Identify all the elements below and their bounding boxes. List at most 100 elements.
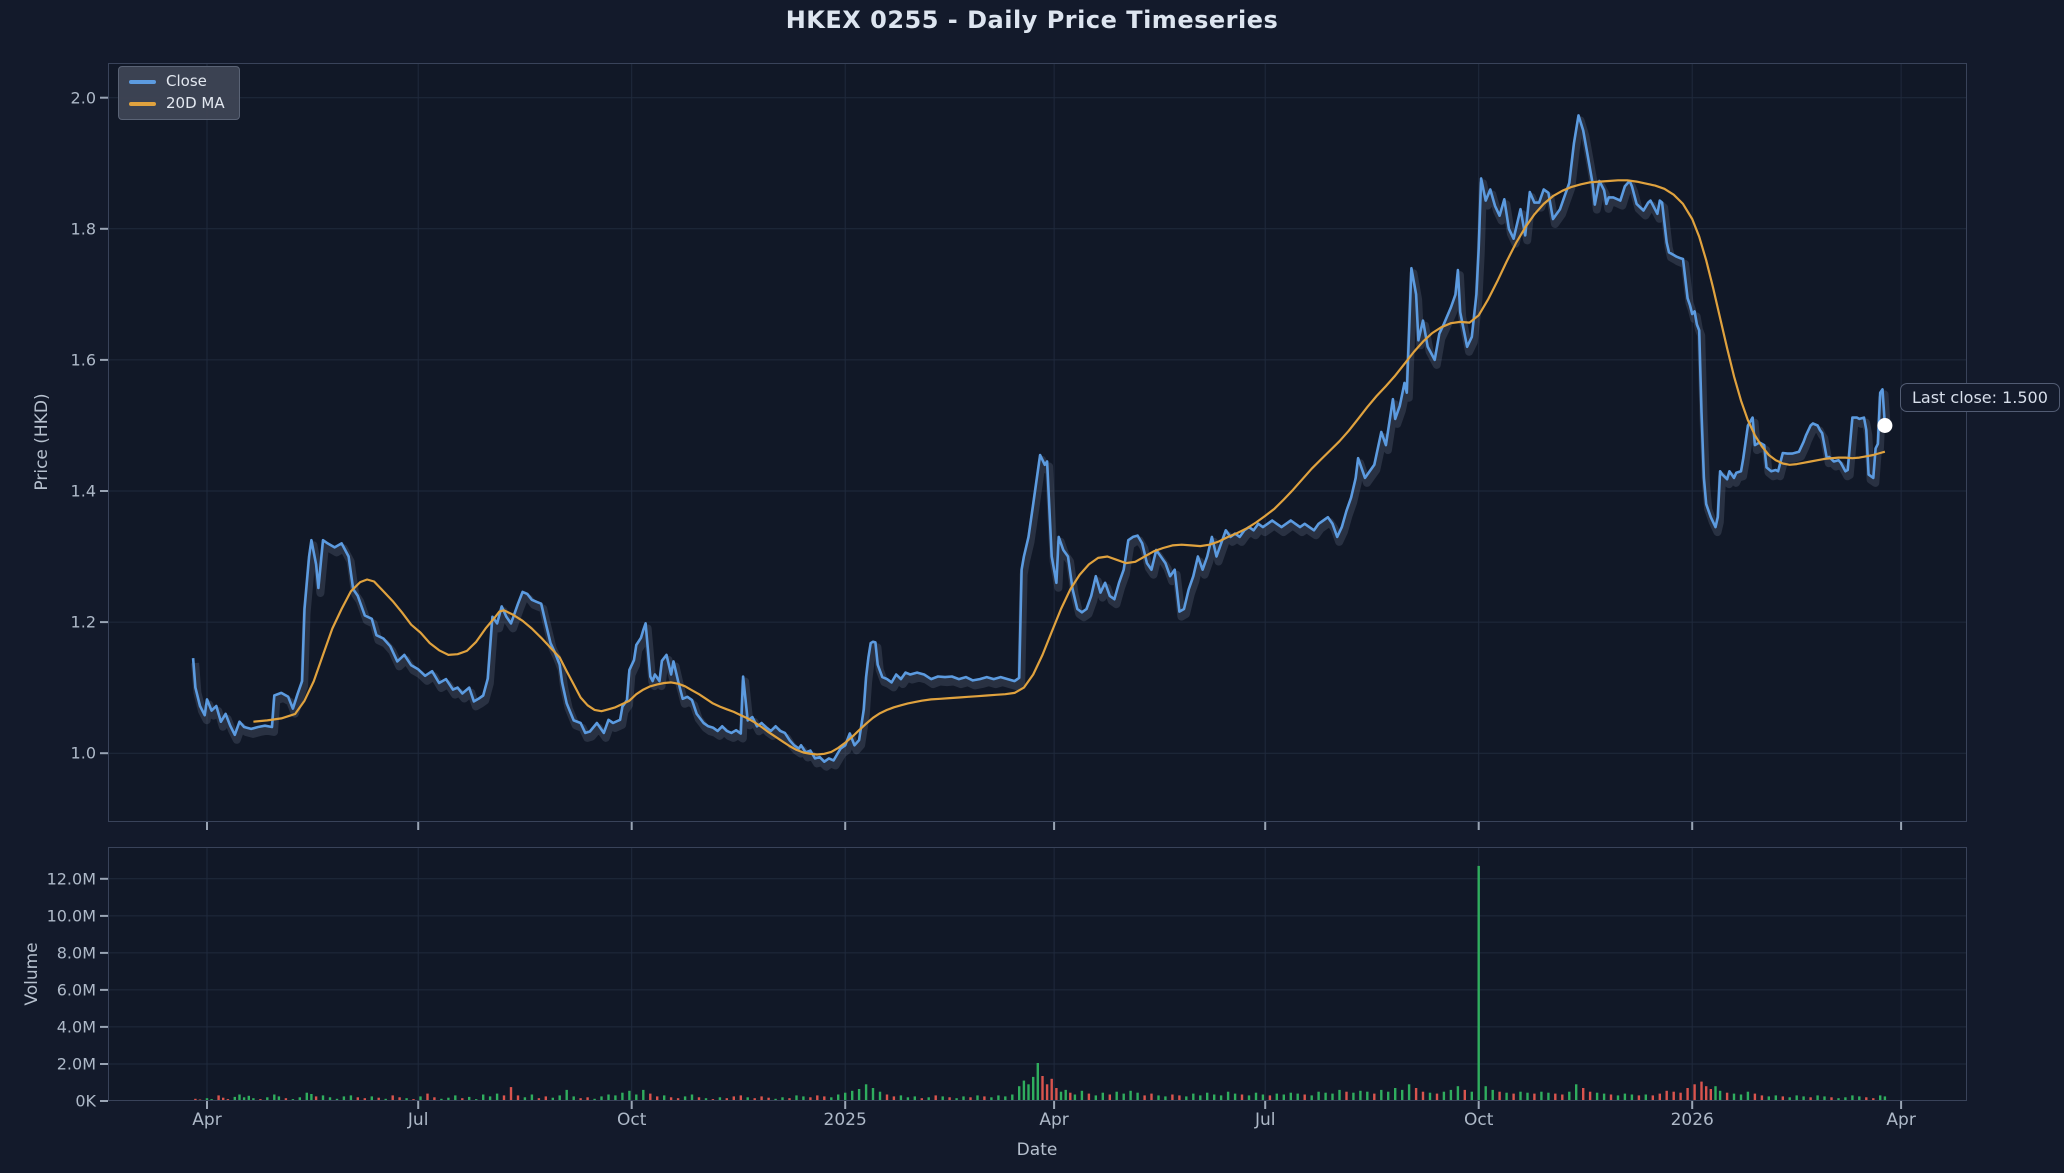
volume-bar bbox=[1122, 1093, 1125, 1101]
volume-bar bbox=[461, 1098, 464, 1101]
volume-bar bbox=[739, 1095, 742, 1101]
volume-bar bbox=[906, 1097, 910, 1101]
last-close-marker bbox=[1877, 418, 1893, 433]
volume-ytick-label: 6.0M bbox=[56, 980, 96, 1000]
volume-bar bbox=[1753, 1093, 1757, 1101]
price-ytick-label: 2.0 bbox=[70, 88, 96, 108]
volume-bar bbox=[363, 1098, 366, 1101]
volume-bar bbox=[305, 1092, 308, 1101]
volume-bar bbox=[1746, 1091, 1750, 1101]
close-line bbox=[191, 114, 1887, 763]
volume-bar bbox=[1767, 1096, 1770, 1101]
volume-bar bbox=[1491, 1089, 1494, 1101]
price-plot-frame bbox=[108, 63, 1967, 822]
volume-bar bbox=[310, 1094, 313, 1101]
volume-bar bbox=[1150, 1093, 1153, 1101]
volume-bar bbox=[222, 1097, 225, 1101]
volume-bar bbox=[1630, 1094, 1634, 1101]
volume-bar bbox=[1331, 1093, 1334, 1101]
volume-bar bbox=[600, 1096, 603, 1101]
volume-bar bbox=[1837, 1098, 1840, 1101]
volume-bar bbox=[579, 1098, 582, 1101]
volume-bar bbox=[941, 1096, 944, 1101]
volume-bar bbox=[277, 1096, 281, 1101]
volume-bar bbox=[252, 1098, 255, 1101]
volume-bar bbox=[1428, 1092, 1432, 1101]
volume-bar bbox=[586, 1097, 589, 1101]
volume-bar bbox=[314, 1096, 318, 1101]
volume-bar bbox=[1178, 1095, 1181, 1101]
price-ytick-label: 1.0 bbox=[70, 743, 96, 763]
volume-bar bbox=[482, 1094, 485, 1101]
volume-bar bbox=[284, 1098, 288, 1101]
volume-bar bbox=[746, 1097, 749, 1101]
volume-bar bbox=[1407, 1084, 1411, 1101]
volume-bar bbox=[1233, 1093, 1237, 1101]
volume-bar bbox=[1247, 1095, 1251, 1101]
volume-bar bbox=[530, 1094, 534, 1101]
price-chart-panel[interactable]: Close 20D MA bbox=[100, 63, 1967, 830]
volume-bar bbox=[1032, 1076, 1035, 1101]
volume-bar bbox=[844, 1092, 847, 1101]
volume-bar bbox=[864, 1084, 868, 1101]
volume-bar bbox=[663, 1095, 666, 1101]
volume-bar bbox=[1582, 1088, 1585, 1101]
legend-item-ma[interactable]: 20D MA bbox=[129, 96, 225, 111]
volume-bar bbox=[1732, 1093, 1736, 1101]
volume-bar bbox=[1282, 1094, 1285, 1101]
volume-bar bbox=[1018, 1086, 1021, 1101]
volume-bar bbox=[885, 1094, 889, 1101]
volume-bar bbox=[1303, 1094, 1306, 1101]
high-low-range-band bbox=[191, 116, 1891, 771]
volume-chart-canvas[interactable] bbox=[100, 847, 1967, 1109]
volume-bar bbox=[1512, 1093, 1515, 1101]
volume-bar bbox=[205, 1098, 209, 1101]
price-chart-canvas[interactable] bbox=[100, 63, 1967, 830]
volume-bar bbox=[247, 1095, 250, 1101]
volume-bar bbox=[572, 1096, 575, 1101]
volume-bar bbox=[697, 1097, 701, 1101]
volume-bar bbox=[1851, 1095, 1854, 1101]
volume-bar bbox=[1575, 1084, 1578, 1101]
volume-bar bbox=[1588, 1091, 1592, 1101]
close-line-swatch-icon bbox=[129, 79, 156, 84]
volume-bar bbox=[1456, 1086, 1460, 1101]
x-tick-label: Jul bbox=[407, 1110, 429, 1130]
volume-bar bbox=[1709, 1089, 1712, 1101]
volume-bar bbox=[1672, 1091, 1675, 1101]
volume-bar bbox=[509, 1087, 513, 1101]
volume-chart-panel[interactable] bbox=[100, 847, 1967, 1109]
volume-bar bbox=[242, 1097, 246, 1101]
volume-ytick-label: 4.0M bbox=[56, 1017, 96, 1037]
volume-bar bbox=[1774, 1095, 1777, 1101]
volume-bar bbox=[1011, 1094, 1014, 1101]
volume-bar bbox=[1547, 1092, 1550, 1101]
price-y-axis-label: Price (HKD) bbox=[32, 393, 52, 491]
legend-item-close[interactable]: Close bbox=[129, 74, 225, 89]
x-tick-label: 2025 bbox=[823, 1110, 867, 1130]
volume-bar bbox=[1004, 1096, 1007, 1101]
volume-bar bbox=[1609, 1094, 1613, 1101]
volume-bar bbox=[1760, 1095, 1764, 1101]
volume-bar bbox=[551, 1097, 554, 1101]
volume-bar bbox=[1658, 1093, 1661, 1101]
volume-bar bbox=[1714, 1086, 1717, 1101]
x-tick-label: Oct bbox=[1464, 1110, 1494, 1130]
volume-bar bbox=[1809, 1097, 1812, 1101]
x-tick-label: Apr bbox=[192, 1110, 222, 1130]
volume-bar bbox=[837, 1094, 840, 1101]
volume-bar bbox=[656, 1096, 659, 1101]
volume-bar bbox=[1387, 1091, 1390, 1101]
volume-bar bbox=[523, 1097, 527, 1101]
volume-bar bbox=[1883, 1096, 1887, 1101]
volume-bar bbox=[976, 1095, 979, 1101]
volume-bar bbox=[1080, 1090, 1084, 1101]
volume-bar bbox=[1865, 1097, 1868, 1101]
volume-bar bbox=[1136, 1092, 1139, 1101]
volume-bar bbox=[1352, 1092, 1355, 1101]
volume-bar bbox=[419, 1096, 422, 1101]
volume-bar bbox=[1477, 865, 1480, 1101]
volume-bar bbox=[1540, 1091, 1543, 1101]
volume-bar bbox=[194, 1098, 197, 1101]
volume-bar bbox=[440, 1098, 443, 1101]
